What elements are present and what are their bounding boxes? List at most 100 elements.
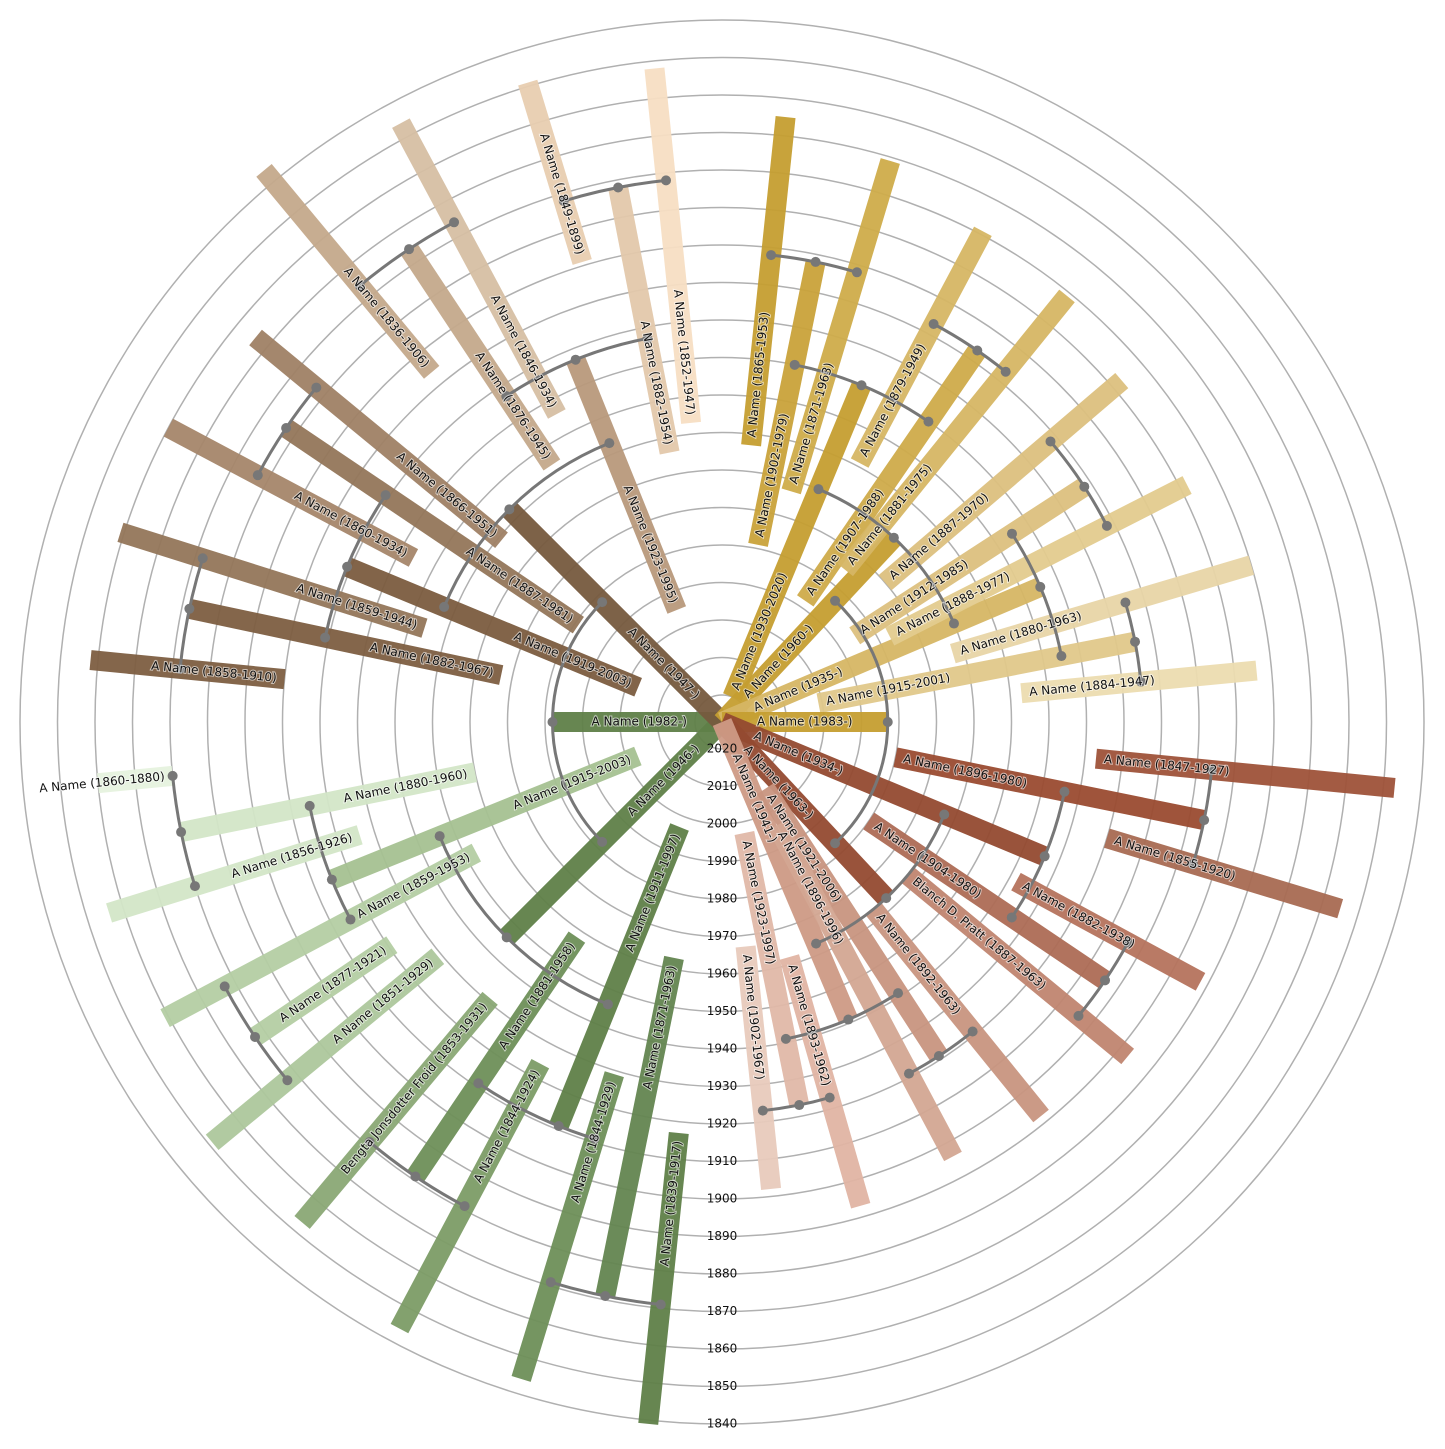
link-dot	[600, 1290, 611, 1301]
link-dot	[167, 770, 178, 781]
link-dot	[250, 1031, 261, 1042]
link-dot	[1073, 1010, 1084, 1021]
person-bar	[723, 381, 871, 701]
person-bar	[499, 714, 730, 945]
ring	[131, 131, 1313, 1313]
links	[167, 175, 1217, 1310]
link-dot	[604, 438, 615, 449]
person-bar	[1103, 828, 1344, 919]
link-dot	[661, 175, 672, 186]
r-tick-label: 1920	[707, 1117, 738, 1131]
link-dot	[1199, 815, 1210, 826]
person-bar	[502, 502, 730, 730]
link-dot	[570, 354, 581, 365]
link-dot	[602, 999, 613, 1010]
person-bar	[878, 372, 1129, 591]
person-bar	[756, 783, 948, 1062]
ring	[281, 281, 1163, 1163]
link-dot	[320, 632, 331, 643]
link-dot	[473, 1078, 484, 1089]
person-bar	[1094, 748, 1396, 798]
link-dot	[824, 1092, 835, 1103]
r-tick-label: 1930	[707, 1079, 738, 1093]
person-label: A Name (1919-2003)	[512, 629, 634, 690]
r-tick-label: 1840	[707, 1417, 738, 1431]
person-bar	[1011, 872, 1206, 991]
ring	[94, 94, 1350, 1350]
link-dot	[1100, 975, 1111, 986]
link-dot	[545, 1277, 556, 1288]
link-dot	[1135, 676, 1146, 687]
person-bar	[392, 118, 566, 419]
link-dot	[589, 1133, 600, 1144]
ring	[506, 506, 938, 938]
link-dot	[1000, 366, 1011, 377]
ring	[431, 431, 1013, 1013]
link-dot	[1039, 851, 1050, 862]
r-tick-label: 1850	[707, 1379, 738, 1393]
person-bar	[595, 955, 684, 1298]
link-dot	[364, 1136, 375, 1147]
r-tick-label: 1860	[707, 1342, 738, 1356]
person-bar	[837, 289, 1075, 577]
r-tick-label: 1990	[707, 854, 738, 868]
person-bar	[343, 557, 642, 697]
person-bar	[179, 762, 478, 842]
person-bar	[106, 825, 363, 923]
link-dot	[558, 196, 569, 207]
link-dot	[380, 490, 391, 501]
link-dot	[780, 1033, 791, 1044]
link-dot	[1130, 636, 1141, 647]
link-dot	[354, 280, 365, 291]
link-dot	[410, 1171, 421, 1182]
link-dot	[1045, 436, 1056, 447]
link-dot	[501, 932, 512, 943]
link-dot	[176, 827, 187, 838]
link-dot	[282, 1075, 293, 1086]
link-dot	[939, 809, 950, 820]
link-dot	[613, 182, 624, 193]
ring	[56, 56, 1388, 1388]
link-dot	[553, 1121, 564, 1132]
link-dot	[252, 470, 263, 481]
person-bar	[328, 746, 642, 889]
link-dot	[281, 423, 292, 434]
person-bar	[644, 67, 702, 424]
link-dot	[1206, 765, 1217, 776]
link-dot	[810, 256, 821, 267]
link-dot	[342, 561, 353, 572]
link-dot	[928, 319, 939, 330]
link-dot	[766, 250, 777, 261]
person-bar	[741, 116, 796, 447]
person-bar	[865, 902, 1049, 1123]
person-bar	[797, 344, 986, 607]
rings	[19, 19, 1425, 1425]
person-bar	[249, 936, 398, 1046]
link-dot	[597, 836, 608, 847]
link-arc	[477, 1082, 596, 1141]
person-label: A Name (1982-)	[592, 715, 687, 729]
person-bar	[885, 476, 1192, 646]
r-tick-label: 2020	[707, 742, 738, 756]
ring	[544, 544, 900, 900]
link-dot	[903, 1068, 914, 1079]
ring	[206, 206, 1238, 1238]
person-bar	[850, 226, 992, 468]
person-bar	[768, 820, 962, 1162]
link-dot	[851, 267, 862, 278]
link-dot	[1079, 481, 1090, 492]
link-arc	[308, 805, 352, 921]
person-bar	[400, 243, 561, 471]
link-dot	[1120, 597, 1131, 608]
link-dot	[1188, 859, 1199, 870]
link-dot	[345, 914, 356, 925]
link-dot	[757, 1105, 768, 1116]
link-dot	[655, 1299, 666, 1310]
r-tick-label: 1940	[707, 1042, 738, 1056]
person-bar	[949, 555, 1255, 664]
link-dot	[311, 382, 322, 393]
r-tick-label: 1890	[707, 1229, 738, 1243]
link-dot	[434, 831, 445, 842]
